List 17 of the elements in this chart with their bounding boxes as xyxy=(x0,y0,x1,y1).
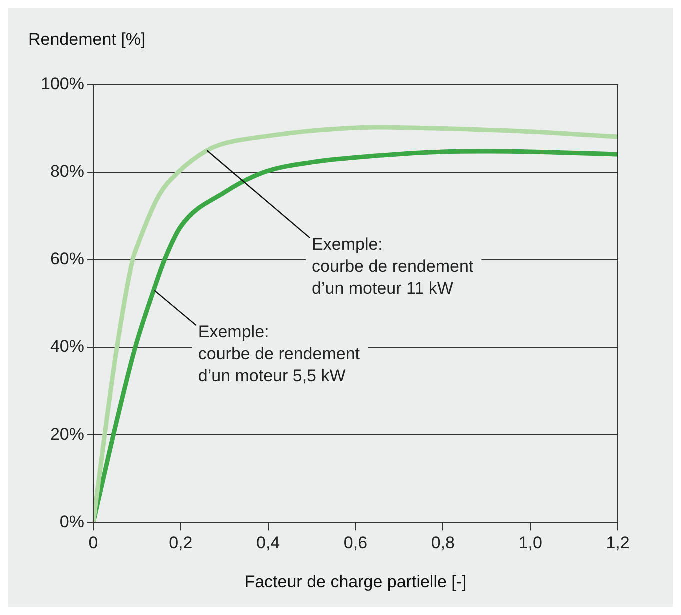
x-tick-label: 1,0 xyxy=(518,533,542,552)
annotation: Exemple: courbe de rendement d’un moteur 11 kW xyxy=(312,235,474,298)
x-axis-title: Facteur de charge partielle [-] xyxy=(244,572,467,592)
y-axis-title: Rendement [%] xyxy=(28,30,146,49)
y-tick-label: 60% xyxy=(50,250,84,269)
y-tick-label: 100% xyxy=(40,74,84,94)
annotation: Exemple: courbe de rendement d’un moteur 5,5 kW xyxy=(198,322,360,386)
x-tick-label: 1,2 xyxy=(606,533,630,552)
y-tick-label: 40% xyxy=(50,337,84,356)
y-tick-label: 20% xyxy=(50,424,84,444)
x-tick-label: 0,6 xyxy=(344,533,368,552)
x-tick-label: 0,8 xyxy=(431,533,455,552)
x-tick-label: 0,2 xyxy=(169,533,193,552)
y-tick-label: 80% xyxy=(50,162,84,182)
y-tick-label: 0% xyxy=(60,512,84,532)
x-tick-label: 0 xyxy=(88,533,98,552)
x-tick-label: 0,4 xyxy=(256,533,280,552)
